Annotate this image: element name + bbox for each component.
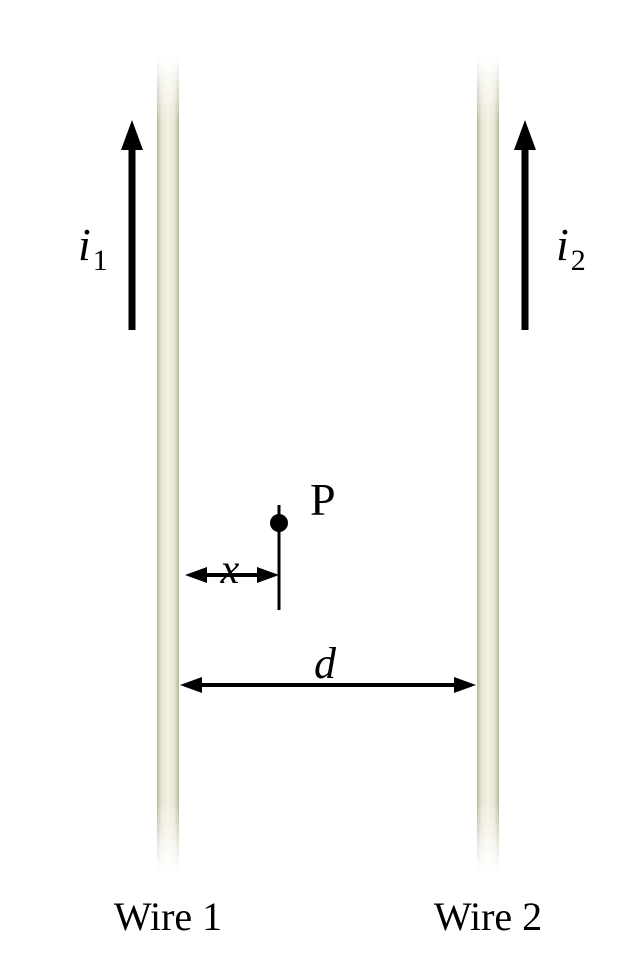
label-point-p: P [310, 474, 336, 525]
wire-1 [157, 55, 179, 870]
label-wire-1: Wire 1 [114, 894, 222, 939]
current-arrow-i2 [514, 120, 536, 330]
label-i2: i2 [556, 219, 586, 277]
current-arrow-i1 [121, 120, 143, 330]
label-wire-2: Wire 2 [434, 894, 542, 939]
label-d: d [314, 639, 337, 688]
wire-2 [477, 55, 499, 870]
label-i1: i1 [78, 219, 108, 277]
label-x: x [220, 547, 240, 593]
